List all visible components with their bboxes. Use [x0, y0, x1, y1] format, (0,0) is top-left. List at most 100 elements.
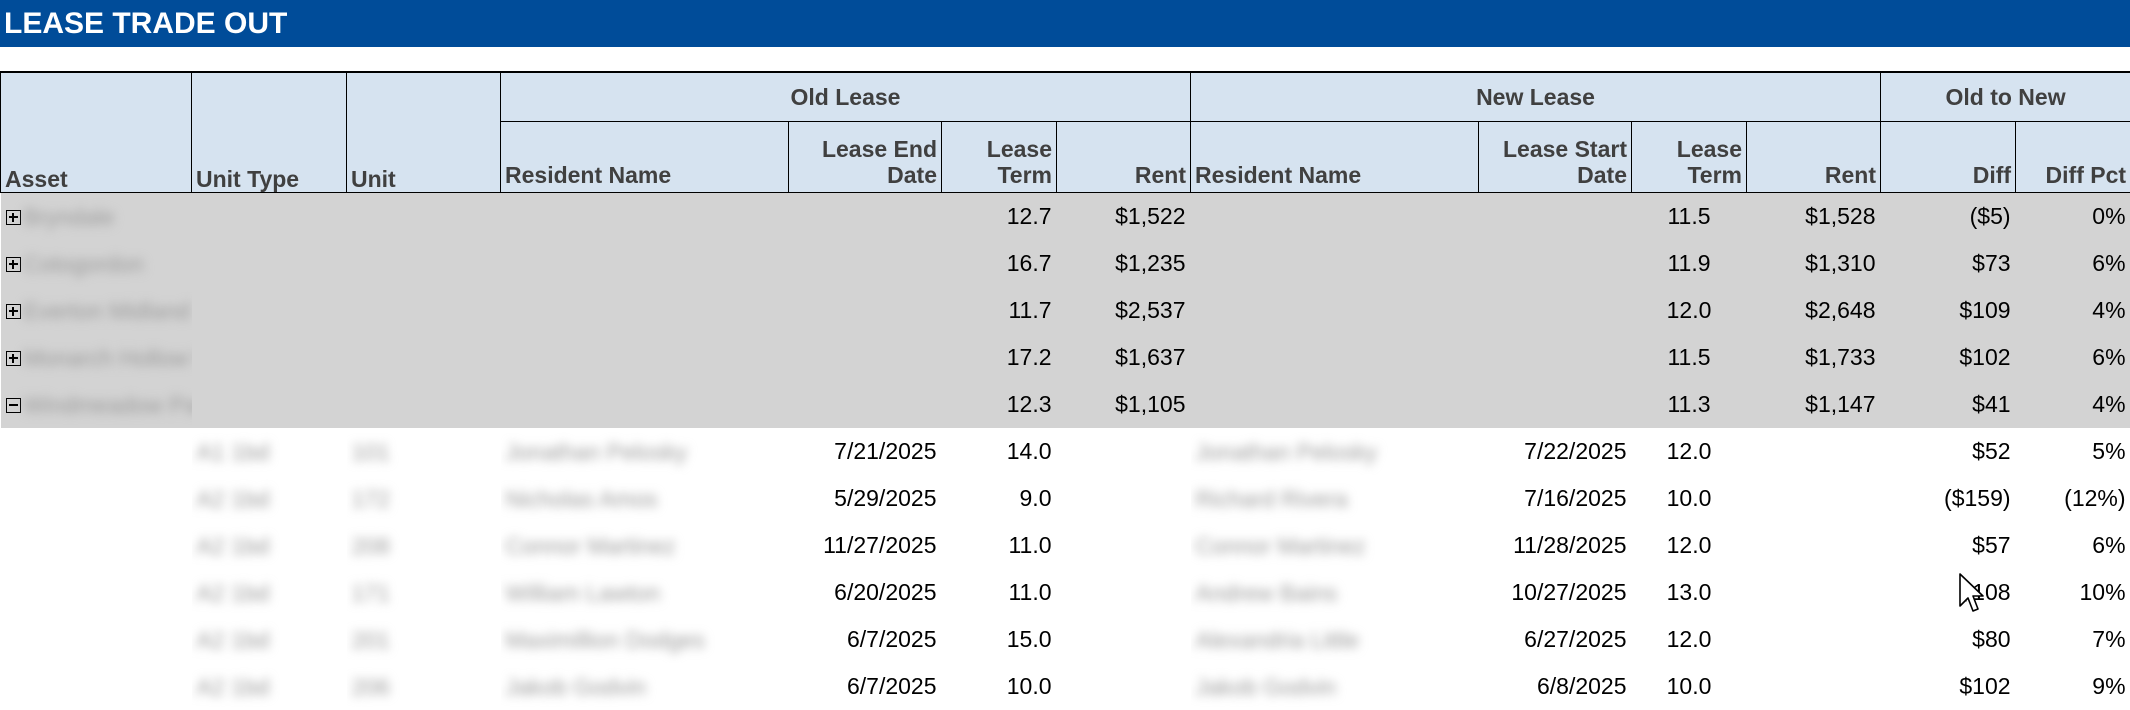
new-term-cell: 12.0 — [1632, 616, 1747, 663]
new-rent-cell: $1,733 — [1747, 334, 1881, 381]
lease-end-cell: 6/20/2025 — [789, 569, 942, 616]
old-term-cell: 15.0 — [942, 616, 1057, 663]
asset-cell[interactable]: Windmeadow Park — [1, 381, 192, 428]
asset-name: Bryndale — [24, 204, 115, 231]
old-rent-cell: $1,522 — [1057, 193, 1191, 241]
col-header-old-rent[interactable]: Rent — [1057, 122, 1191, 193]
new-rent-cell: $1,528 — [1747, 193, 1881, 241]
expand-plus-icon[interactable] — [6, 257, 21, 272]
diff-cell: $102 — [1881, 663, 2016, 710]
new-rent-cell: $2,648 — [1747, 287, 1881, 334]
old-term-cell: 16.7 — [942, 240, 1057, 287]
table-body: Bryndale 12.7 $1,522 11.5 $1,528 ($5) 0%… — [1, 193, 2130, 710]
lease-start-cell: 11/28/2025 — [1479, 522, 1632, 569]
diff-cell: $109 — [1881, 287, 2016, 334]
col-header-diff[interactable]: Diff — [1881, 122, 2016, 193]
table-row-summary[interactable]: Bryndale 12.7 $1,522 11.5 $1,528 ($5) 0% — [1, 193, 2130, 241]
asset-cell[interactable]: Everton Midland — [1, 287, 192, 334]
col-header-unit-type[interactable]: Unit Type — [192, 72, 347, 193]
old-rent-cell: $2,537 — [1057, 287, 1191, 334]
new-resident-cell: Jakob Godvin — [1191, 663, 1479, 710]
unit-cell: 101 — [347, 428, 501, 475]
table-row-detail[interactable]: A2 1bd 208 Connor Martinez 11/27/2025 11… — [1, 522, 2130, 569]
expand-plus-icon[interactable] — [6, 210, 21, 225]
old-rent-cell: $1,235 — [1057, 240, 1191, 287]
unit-cell: 206 — [347, 663, 501, 710]
new-term-cell: 11.5 — [1632, 193, 1747, 241]
table-row-detail[interactable]: A1 1bd 101 Jonathan Pelosky 7/21/2025 14… — [1, 428, 2130, 475]
new-term-cell: 10.0 — [1632, 475, 1747, 522]
table-row-summary[interactable]: Cotogordon 16.7 $1,235 11.9 $1,310 $73 6… — [1, 240, 2130, 287]
asset-name: Monarch Hollow West — [24, 345, 192, 372]
diff-cell: $80 — [1881, 616, 2016, 663]
table-row-detail[interactable]: A2 1bd 206 Jakob Godvin 6/7/2025 10.0 Ja… — [1, 663, 2130, 710]
diff-pct-cell: (12%) — [2016, 475, 2130, 522]
table-row-summary[interactable]: Monarch Hollow West 17.2 $1,637 11.5 $1,… — [1, 334, 2130, 381]
asset-name: Everton Midland — [24, 298, 190, 325]
new-resident-cell: Connor Martinez — [1191, 522, 1479, 569]
new-term-cell: 12.0 — [1632, 287, 1747, 334]
unit-cell: 171 — [347, 569, 501, 616]
col-header-diff-pct[interactable]: Diff Pct — [2016, 122, 2130, 193]
asset-cell[interactable]: Cotogordon — [1, 240, 192, 287]
diff-pct-cell: 0% — [2016, 193, 2130, 241]
old-term-cell: 14.0 — [942, 428, 1057, 475]
collapse-minus-icon[interactable] — [6, 398, 21, 413]
lease-start-cell: 6/27/2025 — [1479, 616, 1632, 663]
lease-end-cell: 6/7/2025 — [789, 663, 942, 710]
lease-end-cell: 6/7/2025 — [789, 616, 942, 663]
table-row-detail[interactable]: A2 1bd 172 Nicholas Amos 5/29/2025 9.0 R… — [1, 475, 2130, 522]
lease-trade-out-table: Asset Unit Type Unit Old Lease New Lease… — [0, 71, 2130, 710]
expand-plus-icon[interactable] — [6, 351, 21, 366]
diff-cell: $41 — [1881, 381, 2016, 428]
lease-start-cell: 10/27/2025 — [1479, 569, 1632, 616]
group-header-old-lease: Old Lease — [501, 72, 1191, 122]
old-term-cell: 12.3 — [942, 381, 1057, 428]
expand-plus-icon[interactable] — [6, 304, 21, 319]
lease-end-cell: 11/27/2025 — [789, 522, 942, 569]
lease-start-cell: 6/8/2025 — [1479, 663, 1632, 710]
diff-cell: $52 — [1881, 428, 2016, 475]
unit-type-cell: A2 1bd — [192, 663, 347, 710]
diff-cell: $102 — [1881, 334, 2016, 381]
group-header-new-lease: New Lease — [1191, 72, 1881, 122]
old-term-cell: 10.0 — [942, 663, 1057, 710]
diff-pct-cell: 5% — [2016, 428, 2130, 475]
diff-cell: $108 — [1881, 569, 2016, 616]
new-resident-cell: Andrew Bains — [1191, 569, 1479, 616]
asset-cell[interactable]: Bryndale — [1, 193, 192, 241]
group-header-old-to-new: Old to New — [1881, 72, 2130, 122]
new-term-cell: 13.0 — [1632, 569, 1747, 616]
table-row-detail[interactable]: A2 1bd 171 William Lawton 6/20/2025 11.0… — [1, 569, 2130, 616]
unit-type-cell: A2 1bd — [192, 569, 347, 616]
table-row-summary[interactable]: Everton Midland 11.7 $2,537 12.0 $2,648 … — [1, 287, 2130, 334]
col-header-old-resident-name[interactable]: Resident Name — [501, 122, 789, 193]
col-header-new-resident-name[interactable]: Resident Name — [1191, 122, 1479, 193]
old-term-cell: 9.0 — [942, 475, 1057, 522]
old-resident-cell: William Lawton — [501, 569, 789, 616]
new-term-cell: 12.0 — [1632, 522, 1747, 569]
new-term-cell: 11.9 — [1632, 240, 1747, 287]
diff-pct-cell: 6% — [2016, 522, 2130, 569]
col-header-unit[interactable]: Unit — [347, 72, 501, 193]
new-term-cell: 12.0 — [1632, 428, 1747, 475]
diff-cell: $73 — [1881, 240, 2016, 287]
old-term-cell: 17.2 — [942, 334, 1057, 381]
old-term-cell: 12.7 — [942, 193, 1057, 241]
unit-type-cell: A2 1bd — [192, 475, 347, 522]
lease-end-cell: 5/29/2025 — [789, 475, 942, 522]
asset-cell[interactable]: Monarch Hollow West — [1, 334, 192, 381]
col-header-new-rent[interactable]: Rent — [1747, 122, 1881, 193]
diff-pct-cell: 4% — [2016, 287, 2130, 334]
diff-pct-cell: 7% — [2016, 616, 2130, 663]
old-resident-cell: Jakob Godvin — [501, 663, 789, 710]
diff-cell: $57 — [1881, 522, 2016, 569]
table-row-detail[interactable]: A2 1bd 201 Maximillion Dodges 6/7/2025 1… — [1, 616, 2130, 663]
table-row-summary[interactable]: Windmeadow Park 12.3 $1,105 11.3 $1,147 … — [1, 381, 2130, 428]
col-header-asset[interactable]: Asset — [1, 72, 192, 193]
diff-pct-cell: 10% — [2016, 569, 2130, 616]
